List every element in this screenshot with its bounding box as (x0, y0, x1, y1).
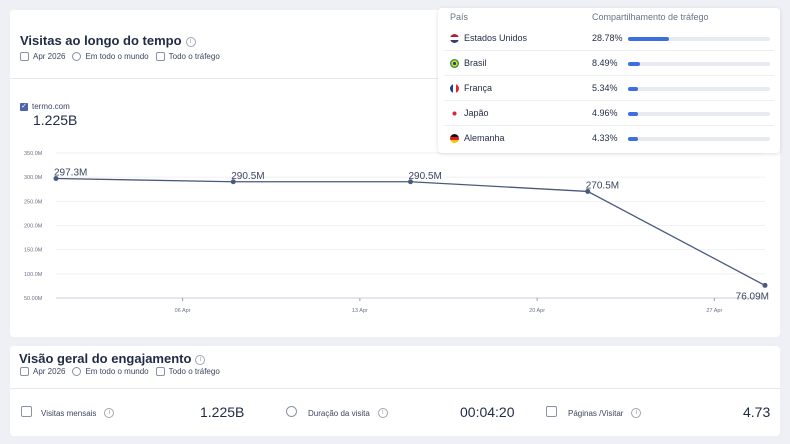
y-tick-label: 50.00M (24, 296, 43, 302)
legend-checkbox[interactable]: ✓ (20, 102, 28, 111)
engagement-title-wrap: Visão geral do engajamento i (19, 351, 206, 366)
calendar-icon (21, 406, 32, 417)
data-point (53, 175, 59, 181)
stopwatch-icon (286, 406, 297, 417)
visits-title: Visitas ao longo do tempo (20, 33, 182, 48)
traffic-icon (155, 367, 165, 376)
country-name[interactable]: França (464, 83, 493, 93)
visits-line-chart: 50.00M 100.0M 150.0M 200.0M 250.0M 300.0M 350.… (24, 151, 769, 314)
de-flag-icon (450, 134, 459, 143)
data-point (762, 282, 768, 288)
engagement-title: Visão geral do engajamento (19, 351, 192, 366)
engagement-meta-date: Apr 2026 (33, 367, 66, 376)
traffic-share-value: 8.49% (592, 58, 618, 68)
info-icon[interactable]: i (185, 36, 196, 47)
info-icon[interactable]: i (631, 408, 642, 418)
data-label: 297.3M (54, 167, 87, 178)
country-column-header: País (450, 12, 469, 22)
country-row[interactable]: Estados Unidos 28.78% (444, 26, 774, 51)
country-share-panel: País Compartilhamento de tráfego Estados… (438, 8, 780, 153)
y-tick-label: 350.0M (24, 151, 43, 157)
data-point (585, 188, 591, 194)
visits-divider (10, 78, 780, 79)
globe-icon (72, 367, 82, 376)
x-tick-label: 06 Apr (175, 308, 191, 314)
pages-icon (546, 406, 557, 417)
data-label: 290.5M (409, 171, 442, 182)
data-label: 270.5M (586, 180, 619, 191)
visits-title-wrap: Visitas ao longo do tempo i (20, 33, 196, 48)
calendar-icon (20, 367, 29, 376)
monthly-visits-label-wrap: Visitas mensais i (41, 408, 115, 418)
traffic-icon (155, 52, 165, 61)
share-bar-track (628, 137, 770, 141)
share-bar-track (628, 87, 770, 91)
series-line (55, 177, 766, 286)
share-bar-fill (628, 87, 638, 91)
x-tick-label: 20 Apr (529, 308, 545, 314)
br-flag-icon (450, 59, 459, 68)
x-tick-label: 27 Apr (706, 308, 722, 314)
country-name[interactable]: Brasil (464, 58, 487, 68)
visits-meta-traffic: Todo o tráfego (168, 52, 220, 61)
share-bar-track (628, 37, 770, 41)
traffic-share-value: 4.96% (592, 108, 618, 118)
pages-per-visit-value: 4.73 (743, 404, 771, 420)
country-row[interactable]: França 5.34% (444, 76, 774, 101)
globe-icon (72, 52, 82, 61)
share-bar-fill (628, 137, 638, 141)
y-tick-label: 300.0M (24, 175, 43, 181)
us-flag-icon (450, 34, 459, 43)
chart-legend[interactable]: ✓ termo.com (20, 102, 70, 111)
pages-per-visit-label: Páginas /Visitar (568, 408, 624, 418)
engagement-meta: Apr 2026 Em todo o mundo Todo o tráfego (20, 367, 220, 376)
engagement-meta-traffic: Todo o tráfego (168, 367, 220, 376)
visits-meta: Apr 2026 Em todo o mundo Todo o tráfego (20, 52, 220, 61)
data-label: 290.5M (231, 171, 264, 182)
share-bar-track (628, 62, 770, 66)
share-bar-track (628, 112, 770, 116)
engagement-meta-region: Em todo o mundo (85, 367, 149, 376)
jp-flag-icon (450, 109, 459, 118)
share-bar-fill (628, 112, 638, 116)
visit-duration-value: 00:04:20 (460, 404, 515, 420)
pages-per-visit-label-wrap: Páginas /Visitar i (568, 408, 642, 418)
data-point (230, 179, 236, 185)
visits-total: 1.225B (33, 112, 78, 128)
engagement-divider (10, 388, 780, 389)
data-point (408, 179, 413, 185)
calendar-icon (20, 52, 29, 61)
country-row[interactable]: Brasil 8.49% (444, 51, 774, 76)
y-tick-label: 250.0M (24, 199, 43, 205)
y-tick-label: 100.0M (24, 272, 43, 278)
traffic-share-value: 28.78% (592, 33, 623, 43)
traffic-share-value: 4.33% (592, 133, 618, 143)
traffic-share-value: 5.34% (592, 83, 618, 93)
country-row[interactable]: Alemanha 4.33% (444, 126, 774, 151)
share-bar-fill (628, 37, 669, 41)
visits-meta-date: Apr 2026 (33, 52, 66, 61)
y-tick-label: 150.0M (24, 248, 43, 254)
data-label: 76.09M (736, 291, 769, 302)
fr-flag-icon (450, 84, 459, 93)
y-tick-label: 200.0M (24, 224, 43, 230)
visits-meta-region: Em todo o mundo (85, 52, 149, 61)
x-tick-label: 13 Apr (352, 308, 368, 314)
visit-duration-label-wrap: Duração da visita i (308, 408, 388, 418)
monthly-visits-label: Visitas mensais (41, 408, 97, 418)
engagement-overview-card: Visão geral do engajamento i Apr 2026 Em … (10, 346, 780, 436)
info-icon[interactable]: i (377, 408, 388, 418)
info-icon[interactable]: i (195, 354, 206, 365)
country-name[interactable]: Alemanha (464, 133, 505, 143)
visit-duration-label: Duração da visita (308, 408, 370, 418)
share-column-header: Compartilhamento de tráfego (592, 12, 709, 22)
monthly-visits-value: 1.225B (200, 404, 245, 420)
info-icon[interactable]: i (104, 408, 115, 418)
share-bar-fill (628, 62, 641, 66)
country-row[interactable]: Japão 4.96% (444, 101, 774, 126)
legend-site: termo.com (32, 102, 70, 111)
country-name[interactable]: Japão (464, 108, 489, 118)
country-name[interactable]: Estados Unidos (464, 33, 528, 43)
